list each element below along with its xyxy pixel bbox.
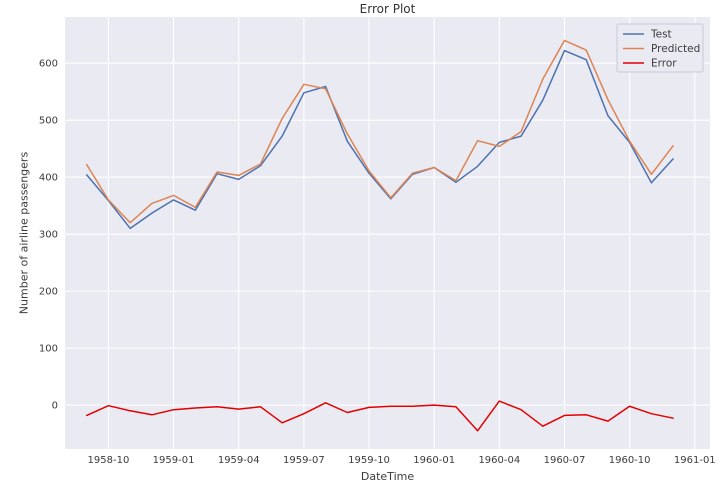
legend-label-predicted: Predicted: [651, 43, 700, 55]
legend-box: [616, 23, 704, 73]
y-tick-label: 200: [39, 287, 58, 298]
x-tick-label: 1959-04: [218, 455, 260, 466]
legend-label-error: Error: [651, 58, 677, 70]
x-tick-label: 1960-07: [544, 455, 586, 466]
series-line-predicted: [85, 39, 674, 224]
chart-title: Error Plot: [359, 2, 416, 16]
x-tick-label: 1959-07: [283, 455, 325, 466]
y-tick-label: 100: [39, 344, 58, 355]
y-tick-label: 600: [39, 59, 58, 70]
x-tick-label: 1961-01: [674, 455, 716, 466]
y-tick-label: 400: [39, 173, 58, 184]
y-tick-label: 500: [39, 116, 58, 127]
legend-label-test: Test: [650, 29, 672, 41]
y-tick-label: 300: [39, 230, 58, 241]
axes-background: [65, 17, 710, 449]
x-axis-label: DateTime: [360, 470, 415, 483]
series-line-error: [85, 400, 674, 432]
series-line-test: [85, 49, 674, 230]
y-tick-label: 0: [52, 401, 58, 412]
x-tick-label: 1959-01: [153, 455, 195, 466]
x-tick-label: 1960-01: [413, 455, 455, 466]
x-tick-label: 1960-10: [609, 455, 651, 466]
x-tick-label: 1960-04: [478, 455, 520, 466]
y-axis-label: Number of airline passengers: [17, 151, 31, 315]
x-tick-label: 1958-10: [88, 455, 130, 466]
x-tick-label: 1959-10: [348, 455, 390, 466]
